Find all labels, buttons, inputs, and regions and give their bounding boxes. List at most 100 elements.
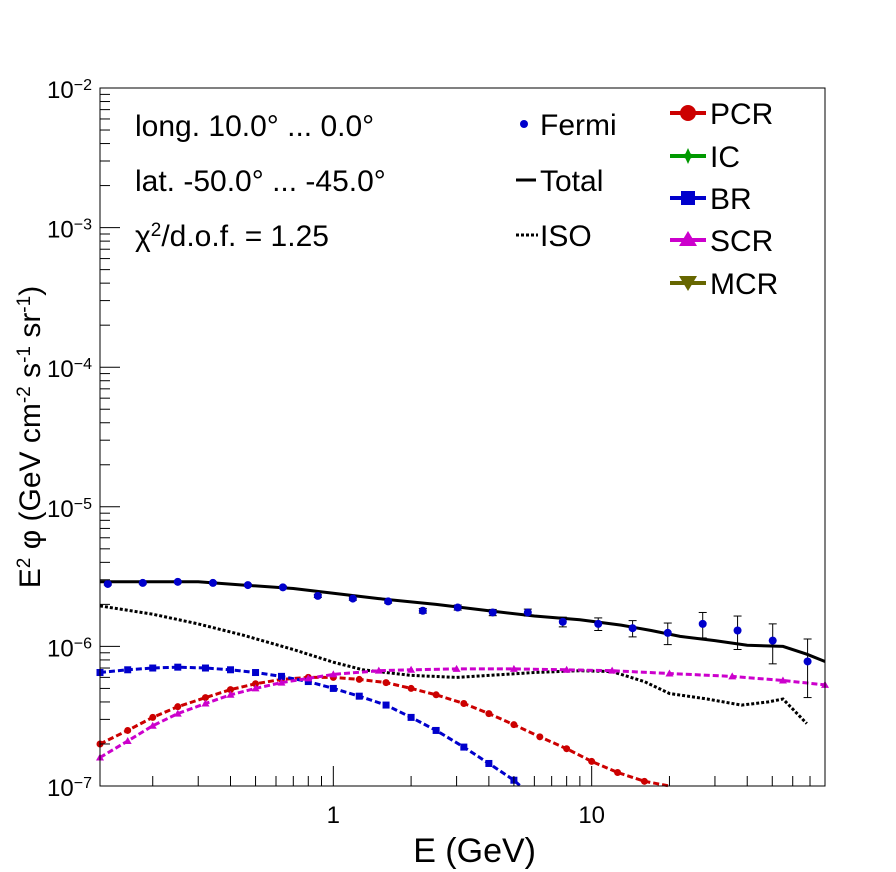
series-pcr-marker xyxy=(563,745,571,753)
tick-layer: 1 10 10−7 10−6 10−5 10−4 10−3 10−2 xyxy=(47,77,826,829)
legend-iso-label: ISO xyxy=(540,220,592,253)
fermi-point xyxy=(733,626,742,635)
series-pcr-marker xyxy=(407,684,415,692)
series-br-marker xyxy=(355,692,363,700)
series-br-marker xyxy=(201,664,209,672)
series-br-marker xyxy=(174,663,182,671)
series-layer xyxy=(96,580,829,788)
y-tick-label: 10−2 xyxy=(47,77,92,105)
legend-ic-marker xyxy=(680,148,696,164)
series-scr-marker xyxy=(374,666,383,674)
legend-scr-label: SCR xyxy=(710,225,773,258)
fermi-point xyxy=(698,619,707,628)
series-pcr-marker xyxy=(588,757,596,765)
series-br-marker xyxy=(382,701,390,709)
series-br-marker xyxy=(124,666,132,674)
series-scr-marker xyxy=(728,672,737,680)
series-scr-marker xyxy=(148,721,157,729)
fermi-point xyxy=(313,591,322,600)
series-pcr-marker xyxy=(536,733,544,741)
series-pcr-marker xyxy=(485,710,493,718)
series-pcr-marker xyxy=(149,713,157,721)
legend-pcr-marker xyxy=(680,105,696,121)
series-scr-marker xyxy=(509,664,518,672)
fermi-point xyxy=(418,606,427,615)
series-scr-marker xyxy=(304,674,313,682)
annotation-chi2: χ2/d.o.f. = 1.25 xyxy=(135,220,329,254)
legend-fermi-marker xyxy=(520,120,528,128)
series-scr-marker xyxy=(201,699,210,707)
fermi-point xyxy=(803,657,812,666)
series-pcr-marker xyxy=(355,675,363,683)
fermi-point xyxy=(558,617,567,626)
series-br-marker xyxy=(277,672,285,680)
legend-left: Fermi Total ISO xyxy=(516,109,617,253)
series-pcr-line xyxy=(99,675,670,788)
series-br-marker xyxy=(407,713,415,721)
legend-mcr-marker xyxy=(679,276,697,291)
y-tick-label: 10−6 xyxy=(47,635,92,663)
legend-right: PCR IC BR SCR MCR xyxy=(670,98,778,301)
series-scr-marker xyxy=(277,678,286,686)
fermi-point xyxy=(488,608,497,617)
series-br-marker xyxy=(149,664,157,672)
y-tick-label: 10−4 xyxy=(47,356,92,384)
fermi-point xyxy=(594,619,603,628)
fermi-point xyxy=(208,578,217,587)
series-total-line xyxy=(100,580,826,663)
legend-mcr-label: MCR xyxy=(710,268,778,301)
series-br-marker xyxy=(304,678,312,686)
fermi-point xyxy=(278,583,287,592)
series-pcr-marker xyxy=(382,679,390,687)
fermi-point xyxy=(628,624,637,633)
fermi-point xyxy=(173,577,182,586)
series-pcr-marker xyxy=(227,686,235,694)
series-pcr-marker xyxy=(174,703,182,711)
series-scr-marker xyxy=(452,664,461,672)
x-axis-label: E (GeV) xyxy=(413,832,536,870)
fermi-point xyxy=(384,597,393,606)
series-pcr-marker xyxy=(614,768,622,776)
series-scr-marker xyxy=(608,666,617,674)
legend-br-label: BR xyxy=(710,183,752,216)
series-pcr-marker xyxy=(640,777,648,785)
fermi-point xyxy=(243,581,252,590)
series-scr-line xyxy=(99,667,826,759)
series-scr-marker xyxy=(226,690,235,698)
legend-scr-marker xyxy=(679,231,697,246)
fermi-point xyxy=(138,578,147,587)
legend-total-label: Total xyxy=(540,165,603,198)
fermi-point xyxy=(103,579,112,588)
fermi-point xyxy=(348,594,357,603)
fermi-point xyxy=(453,603,462,612)
y-tick-label: 10−3 xyxy=(47,216,92,244)
fermi-points-layer xyxy=(103,577,812,699)
y-tick-label: 10−7 xyxy=(47,775,92,803)
series-scr-marker xyxy=(665,669,674,677)
series-pcr-marker xyxy=(201,694,209,702)
legend-fermi-label: Fermi xyxy=(540,109,617,142)
series-pcr-marker xyxy=(252,680,260,688)
series-pcr-marker xyxy=(432,691,440,699)
series-br-marker xyxy=(460,743,468,751)
series-scr-marker xyxy=(123,737,132,745)
series-scr-marker xyxy=(778,676,787,684)
series-scr-marker xyxy=(251,684,260,692)
series-pcr-marker xyxy=(124,726,132,734)
series-scr-marker xyxy=(562,665,571,673)
legend-pcr-label: PCR xyxy=(710,98,773,131)
y-axis-label: E2 φ (GeV cm-2 s-1 sr-1) xyxy=(14,286,48,588)
series-pcr-marker xyxy=(460,699,468,707)
series-br-marker xyxy=(485,759,493,767)
y-tick-label: 10−5 xyxy=(47,495,92,523)
series-pcr-marker xyxy=(510,721,518,729)
x-tick-label: 10 xyxy=(578,802,605,829)
series-br-marker xyxy=(227,666,235,674)
series-br-marker xyxy=(432,726,440,734)
series-br-line xyxy=(99,665,522,788)
series-scr-marker xyxy=(407,665,416,673)
fermi-point xyxy=(768,636,777,645)
annotation-latitude: lat. -50.0° ... -45.0° xyxy=(135,165,386,198)
legend-br-marker xyxy=(681,191,695,205)
